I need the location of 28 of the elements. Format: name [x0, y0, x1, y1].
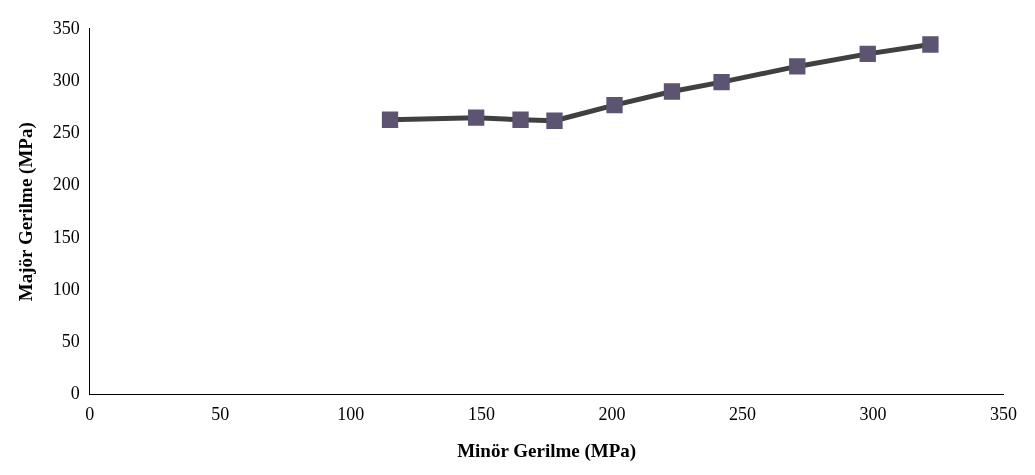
point	[546, 112, 563, 129]
y-tick-label: 100	[52, 278, 80, 299]
x-tick-label: 250	[728, 404, 756, 425]
y-tick-label: 300	[52, 69, 80, 90]
point	[512, 111, 529, 128]
x-axis-title: Minör Gerilme (MPa)	[457, 439, 637, 462]
y-tick-label: 50	[61, 331, 80, 352]
x-tick-label: 300	[859, 404, 887, 425]
y-tick-label: 200	[52, 174, 80, 195]
y-tick-label: 250	[52, 122, 80, 143]
x-tick-label: 200	[598, 404, 626, 425]
x-tick-label: 350	[990, 404, 1017, 425]
point	[859, 45, 876, 63]
point	[663, 83, 681, 100]
x-tick-label: 0	[85, 404, 95, 425]
x-tick-label: 50	[211, 404, 230, 425]
point	[922, 36, 939, 53]
point	[606, 96, 623, 114]
point	[468, 109, 485, 126]
x-tick-label: 100	[337, 404, 365, 425]
y-tick-label: 350	[52, 17, 80, 38]
point	[713, 73, 730, 91]
y-tick-label: 150	[52, 226, 80, 247]
y-tick-label: 0	[70, 383, 80, 404]
point	[789, 58, 806, 75]
point	[381, 111, 399, 128]
y-axis-title: Majör Gerilme (MPa)	[15, 122, 38, 302]
x-tick-label: 150	[467, 404, 495, 425]
